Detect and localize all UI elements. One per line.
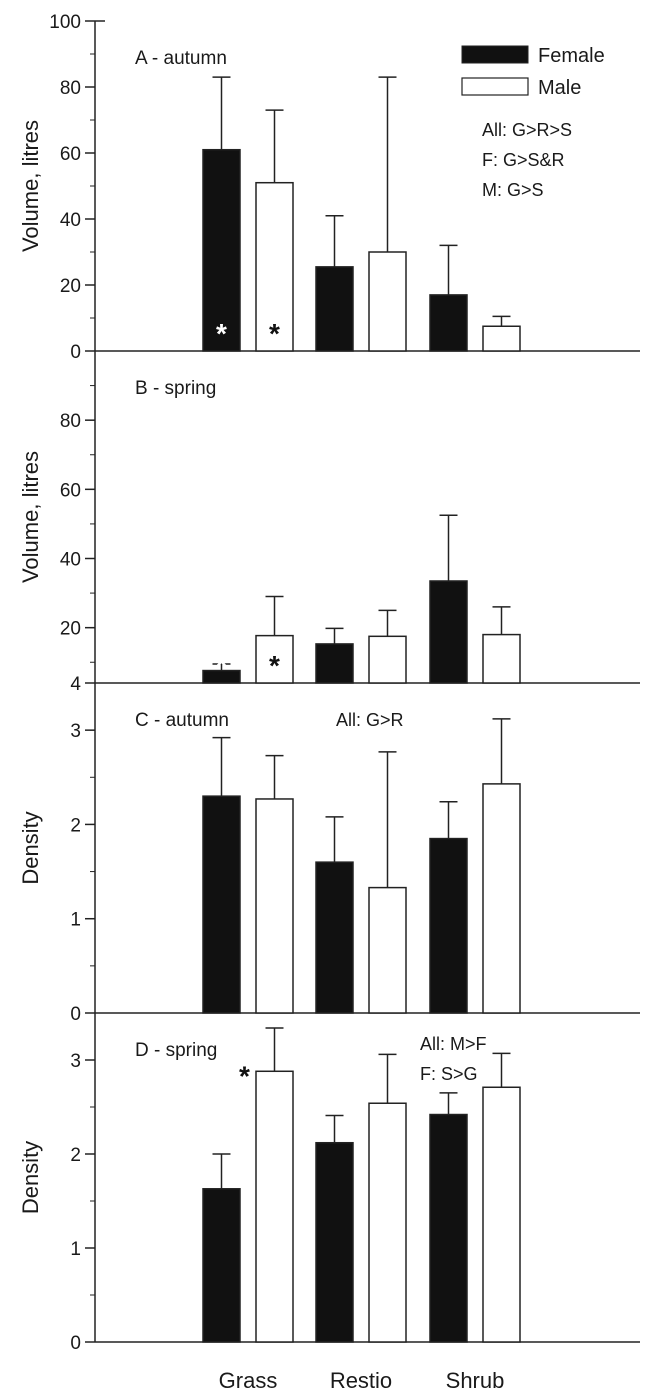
female-bar-grass [202,148,241,352]
legend-swatch-male [461,77,529,96]
significance-star: * [216,318,227,349]
y-axis-title: Volume, litres [18,451,43,583]
x-category-label: Grass [219,1368,278,1393]
y-tick-label: 60 [60,144,81,165]
panel-a: 0 20 40 60 80 100 Volume, litres A - autumn * * Al… [18,12,640,363]
female-bar-shrub [429,580,468,684]
male-bar-grass [255,181,294,352]
panel-d: 0 1 2 3 Density D - spring * All: M>F F: S>G [18,1012,640,1354]
y-tick-label: 40 [60,210,81,231]
y-tick-label: 20 [60,619,81,640]
y-axis-title: Volume, litres [18,120,43,252]
significance-star: * [269,650,280,681]
y-tick-label: 4 [70,674,81,695]
y-tick-label: 1 [70,1239,81,1260]
y-tick-label: 0 [70,342,81,363]
female-bar-shrub [429,837,468,1014]
y-tick-label: 0 [70,1333,81,1354]
significance-star: * [269,318,280,349]
male-bar-grass [255,798,294,1014]
y-axis-title: Density [18,1141,43,1214]
female-bar-grass [202,1188,241,1343]
male-bar-restio [368,251,407,352]
male-bar-shrub [482,1086,521,1343]
female-bar-grass [202,795,241,1014]
male-bar-grass [255,1070,294,1343]
panel-label: B - spring [135,378,216,399]
y-tick-label: 3 [70,1051,81,1072]
y-tick-label: 1 [70,910,81,931]
y-tick-label: 2 [70,815,81,836]
panel-b: 4 20 40 60 80 Volume, litres B - spring * * [18,350,640,695]
legend-label-male: Male [538,77,581,99]
female-bar-shrub [429,1113,468,1343]
y-tick-label: 100 [49,12,81,33]
legend-swatch-female [461,45,529,64]
male-bar-shrub [482,633,521,684]
significance-star: * [239,1060,250,1091]
female-bar-restio [315,643,354,684]
significance-note: All: G>R>S [482,120,572,140]
significance-note: F: S>G [420,1064,478,1084]
legend-label-female: Female [538,45,605,67]
female-bar-grass [202,669,241,684]
female-bar-shrub [429,294,468,352]
male-bar-restio [368,1102,407,1343]
female-bar-restio [315,266,354,352]
significance-note: All: M>F [420,1034,487,1054]
legend: Female Male [461,45,605,99]
male-bar-restio [368,886,407,1014]
y-tick-label: 0 [70,1004,81,1025]
male-bar-restio [368,635,407,684]
panel-c: 0 1 2 3 Density C - autumn All: G>R [18,682,640,1025]
significance-note: M: G>S [482,180,544,200]
significance-star: * [216,650,227,681]
y-axis-title: Density [18,811,43,884]
significance-note: F: G>S&R [482,150,565,170]
x-category-label: Shrub [446,1368,505,1393]
female-bar-restio [315,861,354,1014]
male-bar-grass [255,634,294,684]
y-tick-label: 80 [60,411,81,432]
female-bar-restio [315,1141,354,1343]
y-tick-label: 40 [60,550,81,571]
y-tick-label: 20 [60,276,81,297]
y-tick-label: 3 [70,721,81,742]
x-category-label: Restio [330,1368,392,1393]
significance-note: All: G>R [336,710,404,730]
y-tick-label: 2 [70,1145,81,1166]
male-bar-shrub [482,325,521,352]
male-bar-shrub [482,783,521,1014]
panel-label: A - autumn [135,48,227,69]
panel-label: D - spring [135,1040,217,1061]
y-tick-label: 60 [60,480,81,501]
panel-label: C - autumn [135,710,229,731]
y-tick-label: 80 [60,78,81,99]
